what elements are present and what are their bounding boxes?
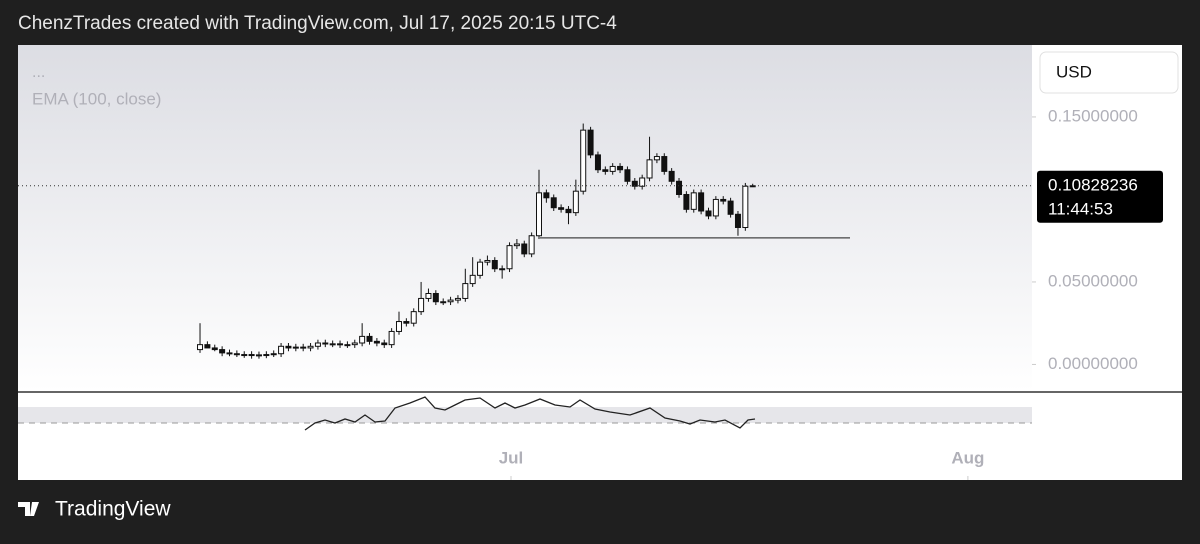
candle-body xyxy=(403,321,410,324)
candle-body xyxy=(410,311,417,324)
candle-body xyxy=(491,259,498,270)
candle-body xyxy=(263,354,270,357)
candle-body xyxy=(447,299,454,303)
candle-body xyxy=(676,180,683,195)
rsi-line xyxy=(304,396,756,431)
candle-body xyxy=(197,344,204,351)
candle-body xyxy=(639,177,646,187)
candle-body xyxy=(425,292,432,299)
candle-body xyxy=(248,354,255,357)
candle-body xyxy=(292,346,299,349)
candle-body xyxy=(233,353,240,356)
candle-body xyxy=(381,342,388,346)
candle-body xyxy=(609,165,616,172)
candle-body xyxy=(698,192,705,212)
candle-body xyxy=(366,335,373,342)
candle-body xyxy=(226,352,233,355)
header: ChenzTrades created with TradingView.com… xyxy=(18,13,617,34)
candle-body xyxy=(255,354,262,357)
candle-body xyxy=(712,198,719,217)
candle-body xyxy=(322,342,329,345)
rsi-band xyxy=(18,407,1032,423)
candle-body xyxy=(720,198,727,202)
candle-body xyxy=(388,330,395,346)
candle-body xyxy=(440,301,447,304)
candle-body xyxy=(454,297,461,301)
candle-body xyxy=(594,154,601,171)
candle-body xyxy=(690,192,697,210)
candle-body xyxy=(211,347,218,351)
candle-body xyxy=(558,207,565,210)
candle-body xyxy=(580,129,587,192)
candle-body xyxy=(270,353,277,356)
candle-body xyxy=(550,197,557,209)
candle-body xyxy=(373,340,380,344)
candle-body xyxy=(528,235,535,255)
candle-body xyxy=(395,321,402,332)
candle-body xyxy=(329,343,336,346)
candle-body xyxy=(344,344,351,347)
candle-body xyxy=(285,345,292,349)
currency-button[interactable] xyxy=(1039,51,1179,94)
candle-body xyxy=(351,342,358,346)
candle-body xyxy=(565,208,572,214)
candle-body xyxy=(300,346,307,349)
candle-body xyxy=(742,185,749,228)
candle-body xyxy=(219,349,226,354)
candle-body xyxy=(418,297,425,313)
candle-body xyxy=(432,292,439,303)
candle-body xyxy=(469,274,476,285)
candle-body xyxy=(521,243,528,255)
candle-body xyxy=(307,345,314,349)
candle-body xyxy=(587,129,594,156)
candle-body xyxy=(624,169,631,182)
candle-body xyxy=(278,345,285,355)
candle-body xyxy=(668,170,675,182)
candle-body xyxy=(484,259,491,263)
currency: USD xyxy=(1056,62,1092,81)
candle-body xyxy=(705,210,712,217)
candle-body xyxy=(462,283,469,299)
footer-brand: TradingView xyxy=(55,498,171,521)
candle-body xyxy=(337,343,344,346)
logo-icon xyxy=(18,502,39,516)
candle-body xyxy=(359,335,366,344)
candle-body xyxy=(506,245,513,270)
candle-body xyxy=(646,159,653,179)
candle-body xyxy=(204,344,211,349)
last-price-label: 0.10828236 xyxy=(1048,175,1138,194)
candle-body xyxy=(617,165,624,171)
candle-body xyxy=(602,169,609,172)
candle-body xyxy=(683,193,690,210)
candle-body xyxy=(241,354,248,357)
candle-body xyxy=(734,213,741,228)
candle-body xyxy=(536,192,543,237)
countdown: 11:44:53 xyxy=(1048,199,1113,218)
candle-body xyxy=(727,200,734,215)
x-tick-label: Jul xyxy=(499,448,524,467)
candle-body xyxy=(477,261,484,276)
candle-body xyxy=(314,342,321,347)
x-tick-label: Aug xyxy=(951,448,984,467)
footer-logo xyxy=(18,502,39,516)
y-tick-label: 0.05000000 xyxy=(1048,271,1138,290)
legend-dots: ... xyxy=(32,64,45,81)
legend-ema: EMA (100, close) xyxy=(32,89,161,108)
last-price-box xyxy=(1037,170,1163,223)
y-tick-label: 0.00000000 xyxy=(1048,354,1138,373)
candle-body xyxy=(499,268,506,271)
candle-body xyxy=(513,243,520,247)
y-tick-label: 0.15000000 xyxy=(1048,106,1138,125)
candle-body xyxy=(543,192,550,199)
price-pane xyxy=(18,45,1032,392)
candle-body xyxy=(661,156,668,172)
candle-body xyxy=(572,190,579,214)
candle-body xyxy=(653,156,660,161)
